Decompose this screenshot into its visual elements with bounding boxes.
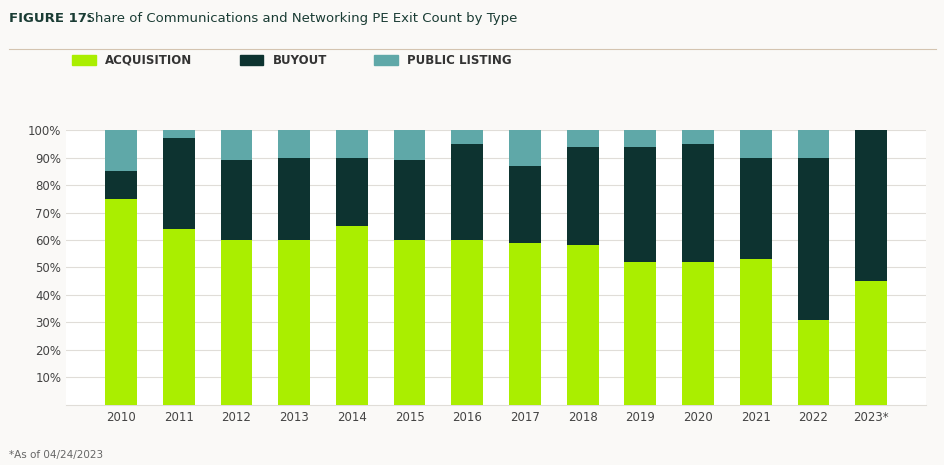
Bar: [797, 158, 829, 319]
Text: FIGURE 17:: FIGURE 17:: [9, 12, 93, 25]
Bar: [509, 166, 540, 243]
Bar: [624, 130, 655, 146]
Bar: [105, 130, 137, 172]
Bar: [162, 229, 194, 405]
Bar: [394, 130, 425, 160]
Bar: [220, 240, 252, 405]
Bar: [220, 130, 252, 160]
Bar: [336, 158, 367, 226]
Bar: [336, 130, 367, 158]
Bar: [797, 130, 829, 158]
Bar: [509, 130, 540, 166]
Bar: [566, 146, 598, 246]
Bar: [624, 262, 655, 405]
Bar: [105, 172, 137, 199]
Bar: [451, 144, 482, 240]
Bar: [566, 246, 598, 405]
Bar: [509, 243, 540, 405]
Bar: [739, 158, 771, 259]
Bar: [624, 146, 655, 262]
Bar: [682, 262, 713, 405]
Bar: [394, 160, 425, 240]
Bar: [797, 319, 829, 405]
Bar: [336, 226, 367, 405]
Bar: [278, 158, 310, 240]
Bar: [278, 130, 310, 158]
Bar: [220, 160, 252, 240]
Bar: [682, 130, 713, 144]
Bar: [162, 130, 194, 139]
Bar: [451, 130, 482, 144]
Text: Share of Communications and Networking PE Exit Count by Type: Share of Communications and Networking P…: [78, 12, 517, 25]
Bar: [854, 281, 886, 405]
Bar: [451, 240, 482, 405]
Bar: [854, 130, 886, 281]
Bar: [162, 139, 194, 229]
Legend: ACQUISITION, BUYOUT, PUBLIC LISTING: ACQUISITION, BUYOUT, PUBLIC LISTING: [72, 54, 512, 67]
Bar: [566, 130, 598, 146]
Text: *As of 04/24/2023: *As of 04/24/2023: [9, 450, 104, 460]
Bar: [394, 240, 425, 405]
Bar: [278, 240, 310, 405]
Bar: [739, 259, 771, 405]
Bar: [682, 144, 713, 262]
Bar: [739, 130, 771, 158]
Bar: [105, 199, 137, 405]
